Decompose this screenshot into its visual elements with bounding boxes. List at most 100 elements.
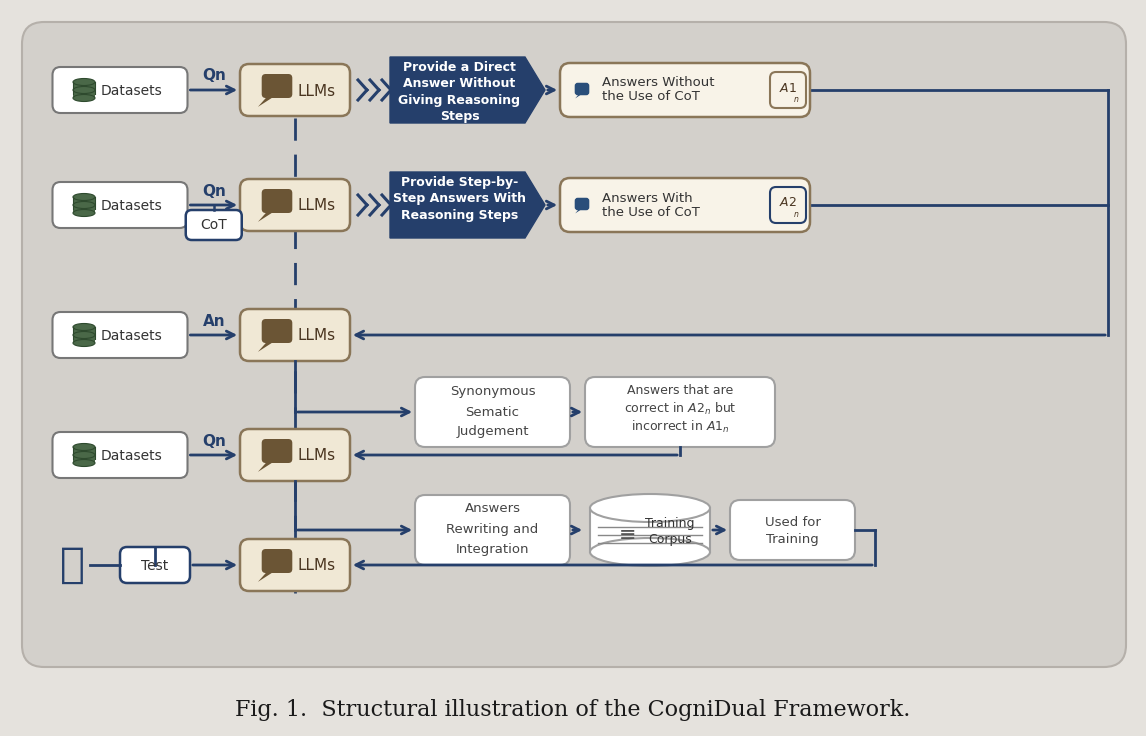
Text: Used for: Used for <box>764 515 821 528</box>
FancyBboxPatch shape <box>261 319 292 343</box>
Ellipse shape <box>73 339 95 347</box>
Ellipse shape <box>73 459 95 467</box>
Bar <box>73 205 95 213</box>
Bar <box>590 508 711 552</box>
Polygon shape <box>258 572 273 582</box>
FancyBboxPatch shape <box>261 74 292 98</box>
Text: LLMs: LLMs <box>298 328 336 344</box>
Text: $A2$: $A2$ <box>779 197 796 210</box>
Text: Qn: Qn <box>202 68 226 83</box>
FancyBboxPatch shape <box>53 182 188 228</box>
Text: $_n$: $_n$ <box>793 95 799 105</box>
Text: incorrect in $A1_n$: incorrect in $A1_n$ <box>630 419 729 435</box>
FancyBboxPatch shape <box>53 432 188 478</box>
FancyBboxPatch shape <box>53 312 188 358</box>
Text: Datasets: Datasets <box>101 449 163 463</box>
FancyBboxPatch shape <box>261 549 292 573</box>
Text: Training: Training <box>767 533 819 545</box>
Text: Synonymous: Synonymous <box>449 386 535 398</box>
Text: $_n$: $_n$ <box>793 210 799 220</box>
Text: Answers: Answers <box>464 503 520 515</box>
FancyBboxPatch shape <box>22 22 1127 667</box>
Polygon shape <box>258 462 273 472</box>
Polygon shape <box>390 172 545 238</box>
Text: Judgement: Judgement <box>456 425 528 439</box>
Text: Steps: Steps <box>440 110 479 123</box>
Bar <box>73 327 95 335</box>
Ellipse shape <box>73 194 95 200</box>
Text: Answers that are: Answers that are <box>627 384 733 397</box>
Bar <box>73 447 95 455</box>
Text: Datasets: Datasets <box>101 329 163 343</box>
Text: LLMs: LLMs <box>298 559 336 573</box>
FancyBboxPatch shape <box>560 63 810 117</box>
Text: Fig. 1.  Structural illustration of the CogniDual Framework.: Fig. 1. Structural illustration of the C… <box>235 699 911 721</box>
Text: Integration: Integration <box>456 542 529 556</box>
FancyBboxPatch shape <box>186 210 242 240</box>
FancyBboxPatch shape <box>240 64 350 116</box>
FancyBboxPatch shape <box>770 187 806 223</box>
Text: Rewriting and: Rewriting and <box>447 523 539 536</box>
FancyBboxPatch shape <box>240 179 350 231</box>
FancyBboxPatch shape <box>560 178 810 232</box>
Bar <box>73 197 95 205</box>
Text: LLMs: LLMs <box>298 448 336 464</box>
Ellipse shape <box>73 451 95 459</box>
Ellipse shape <box>73 210 95 216</box>
Ellipse shape <box>73 444 95 450</box>
FancyBboxPatch shape <box>53 67 188 113</box>
Bar <box>73 90 95 98</box>
Text: Test: Test <box>141 559 168 573</box>
Ellipse shape <box>590 494 711 522</box>
Text: LLMs: LLMs <box>298 83 336 99</box>
Text: Training: Training <box>645 517 694 531</box>
FancyBboxPatch shape <box>415 495 570 565</box>
Text: Qn: Qn <box>202 434 226 448</box>
FancyBboxPatch shape <box>574 82 589 95</box>
Text: Sematic: Sematic <box>465 406 519 419</box>
Ellipse shape <box>73 87 95 93</box>
Bar <box>73 335 95 343</box>
Text: Answers With: Answers With <box>602 191 692 205</box>
Text: $A1$: $A1$ <box>779 82 796 94</box>
Text: ≡: ≡ <box>619 525 637 545</box>
Text: LLMs: LLMs <box>298 199 336 213</box>
Polygon shape <box>258 342 273 352</box>
Text: Reasoning Steps: Reasoning Steps <box>401 209 518 222</box>
Ellipse shape <box>73 79 95 85</box>
Text: Datasets: Datasets <box>101 199 163 213</box>
Polygon shape <box>575 209 581 213</box>
FancyBboxPatch shape <box>120 547 190 583</box>
Text: 👥: 👥 <box>60 544 85 586</box>
FancyBboxPatch shape <box>584 377 775 447</box>
FancyBboxPatch shape <box>574 198 589 210</box>
Ellipse shape <box>73 331 95 339</box>
FancyBboxPatch shape <box>240 309 350 361</box>
Polygon shape <box>258 212 273 222</box>
Polygon shape <box>575 94 581 99</box>
Text: An: An <box>203 314 225 328</box>
FancyBboxPatch shape <box>770 72 806 108</box>
Ellipse shape <box>590 538 711 566</box>
Text: Provide Step-by-: Provide Step-by- <box>401 176 518 188</box>
Text: Qn: Qn <box>202 183 226 199</box>
FancyBboxPatch shape <box>730 500 855 560</box>
Text: Answer Without: Answer Without <box>403 77 516 91</box>
Text: Datasets: Datasets <box>101 84 163 98</box>
FancyBboxPatch shape <box>261 439 292 463</box>
Ellipse shape <box>73 94 95 102</box>
Text: Answers Without: Answers Without <box>602 77 714 90</box>
FancyBboxPatch shape <box>415 377 570 447</box>
Bar <box>73 455 95 463</box>
Text: Provide a Direct: Provide a Direct <box>403 61 516 74</box>
Polygon shape <box>258 97 273 107</box>
Text: Giving Reasoning: Giving Reasoning <box>399 93 520 107</box>
Text: CoT: CoT <box>201 218 227 232</box>
FancyBboxPatch shape <box>261 189 292 213</box>
Bar <box>73 82 95 90</box>
FancyBboxPatch shape <box>240 539 350 591</box>
Ellipse shape <box>73 202 95 208</box>
Ellipse shape <box>73 324 95 330</box>
FancyBboxPatch shape <box>240 429 350 481</box>
Text: Corpus: Corpus <box>649 533 692 545</box>
